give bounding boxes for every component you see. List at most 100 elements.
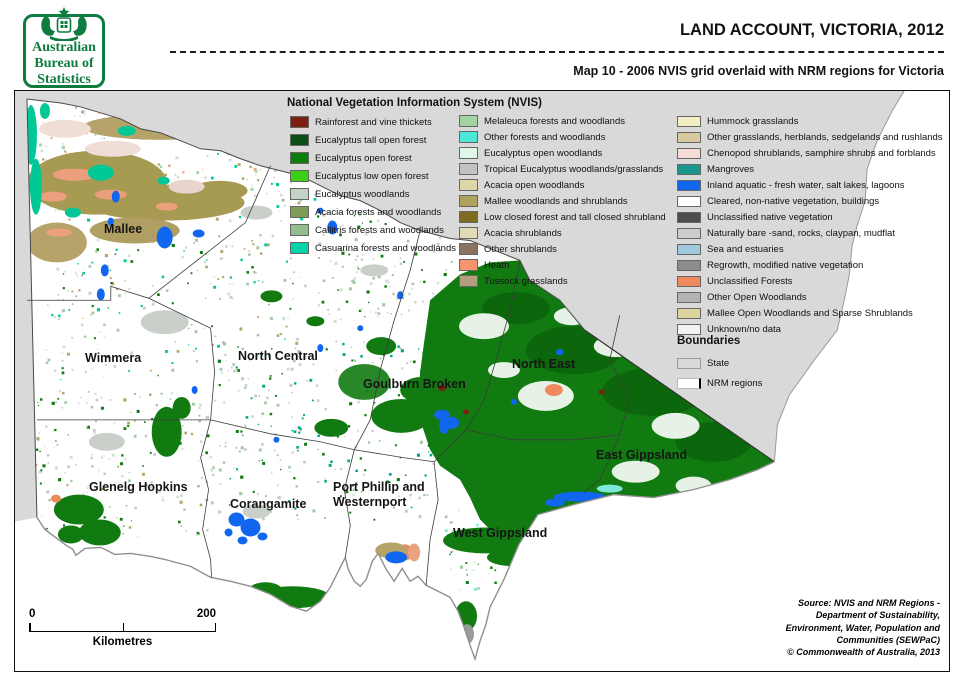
abs-coat-of-arms-icon <box>41 7 87 41</box>
legend-item: Eucalyptus woodlands <box>290 185 456 203</box>
legend-swatch <box>677 147 701 159</box>
legend-swatch <box>677 259 701 271</box>
legend-swatch <box>290 206 309 218</box>
legend-swatch <box>459 259 478 271</box>
scale-bar: 0 200 Kilometres <box>29 608 216 648</box>
legend-swatch <box>290 242 309 254</box>
region-label-west-gippsland: West Gippsland <box>453 526 548 540</box>
legend-item: Eucalyptus low open forest <box>290 167 456 185</box>
legend-column-2: Melaleuca forests and woodlands Other for… <box>459 113 666 289</box>
legend-label: Other Open Woodlands <box>707 291 807 303</box>
legend-label: Mangroves <box>707 163 754 175</box>
legend-label: Naturally bare -sand, rocks, claypan, mu… <box>707 227 895 239</box>
legend-label: Callitris forests and woodlands <box>315 224 444 236</box>
victoria-landmass <box>26 98 775 660</box>
legend-label: Other forests and woodlands <box>484 131 606 143</box>
legend-label: Eucalyptus low open forest <box>315 170 429 182</box>
legend-swatch <box>459 179 478 191</box>
legend-item: Tropical Eucalyptus woodlands/grasslands <box>459 161 666 177</box>
scale-unit-label: Kilometres <box>92 636 153 648</box>
boundaries-legend: Boundaries State NRM regions <box>677 335 762 393</box>
legend-swatch <box>290 116 309 128</box>
sea-area <box>15 91 949 671</box>
sa-border-line <box>26 98 38 518</box>
legend-column-1: Rainforest and vine thickets Eucalyptus t… <box>290 113 456 257</box>
abs-logo-text: Australian Bureau of Statistics <box>32 40 96 87</box>
legend-label: Cleared, non-native vegetation, building… <box>707 195 880 207</box>
legend-label: Chenopod shrublands, samphire shrubs and… <box>707 147 936 159</box>
scale-zero-label: 0 <box>29 608 36 620</box>
legend-swatch <box>290 170 309 182</box>
boundaries-label: NRM regions <box>707 377 763 389</box>
boundaries-item: NRM regions <box>677 373 762 393</box>
legend-swatch <box>459 243 478 255</box>
legend-column-3: Hummock grasslands Other grasslands, herb… <box>677 113 943 337</box>
legend-label: Casuarina forests and woodlands <box>315 242 457 254</box>
legend-label: Unknown/no data <box>707 323 781 335</box>
legend-item: Acacia forests and woodlands <box>290 203 456 221</box>
region-label-north-central: North Central <box>238 349 318 363</box>
legend-item: Low closed forest and tall closed shrubl… <box>459 209 666 225</box>
legend-item: Melaleuca forests and woodlands <box>459 113 666 129</box>
nsw-diagonal-border-line <box>584 329 775 463</box>
legend-label: Eucalyptus woodlands <box>315 188 410 200</box>
legend-label: Acacia shrublands <box>484 227 562 239</box>
legend-label: Acacia forests and woodlands <box>315 206 442 218</box>
legend-label: Unclassified Forests <box>707 275 793 287</box>
legend-item: Regrowth, modified native vegetation <box>677 257 943 273</box>
legend-item: Other Open Woodlands <box>677 289 943 305</box>
region-label-north-east: North East <box>512 357 576 371</box>
boundaries-label: State <box>707 357 730 369</box>
legend-item: Acacia open woodlands <box>459 177 666 193</box>
legend-item: Other grasslands, herblands, sedgelands … <box>677 129 943 145</box>
legend-swatch <box>677 131 701 143</box>
map-panel: National Vegetation Information System (… <box>14 90 950 672</box>
legend-item: Rainforest and vine thickets <box>290 113 456 131</box>
legend-item: Sea and estuaries <box>677 241 943 257</box>
region-label-goulburn-broken: Goulburn Broken <box>363 377 466 391</box>
legend-swatch <box>459 131 478 143</box>
scale-max-label: 200 <box>196 608 216 620</box>
scale-bar-line <box>29 622 216 632</box>
legend-swatch <box>459 115 478 127</box>
legend-label: Hummock grasslands <box>707 115 799 127</box>
legend-item: Unclassified Forests <box>677 273 943 289</box>
legend-swatch <box>677 323 701 335</box>
boundaries-title: Boundaries <box>677 335 741 347</box>
region-label-mallee: Mallee <box>104 222 143 236</box>
legend-label: Sea and estuaries <box>707 243 784 255</box>
legend-swatch <box>677 227 701 239</box>
boundaries-swatch <box>677 357 701 369</box>
legend-swatch <box>677 163 701 175</box>
legend-swatch <box>459 227 478 239</box>
nsw-coastline <box>773 91 905 462</box>
legend-item: Mallee Open Woodlands and Sparse Shrubla… <box>677 305 943 321</box>
legend-swatch <box>290 152 309 164</box>
legend-item: Acacia shrublands <box>459 225 666 241</box>
abs-logo: Australian Bureau of Statistics <box>23 7 105 88</box>
legend-label: Mallee woodlands and shrublands <box>484 195 628 207</box>
legend-swatch <box>290 224 309 236</box>
legend-item: Chenopod shrublands, samphire shrubs and… <box>677 145 943 161</box>
legend-swatch <box>677 243 701 255</box>
legend-label: Heath <box>484 259 510 271</box>
legend-item: Unknown/no data <box>677 321 943 337</box>
legend-swatch <box>459 195 478 207</box>
legend-swatch <box>677 291 701 303</box>
legend-swatch <box>677 179 701 191</box>
legend-label: Acacia open woodlands <box>484 179 585 191</box>
page-title: LAND ACCOUNT, VICTORIA, 2012 <box>679 21 944 39</box>
legend-item: Cleared, non-native vegetation, building… <box>677 193 943 209</box>
victoria-coastline <box>36 461 775 662</box>
source-attribution: Source: NVIS and NRM Regions - Department… <box>785 598 940 658</box>
map-subtitle: Map 10 - 2006 NVIS grid overlaid with NR… <box>573 64 944 78</box>
legend-title: National Vegetation Information System (… <box>287 97 542 109</box>
legend-label: Eucalyptus tall open forest <box>315 134 427 146</box>
legend-label: Tropical Eucalyptus woodlands/grasslands <box>484 163 664 175</box>
legend-swatch <box>459 147 478 159</box>
nrm-region-boundaries <box>26 165 631 586</box>
region-label-wimmera: Wimmera <box>85 351 142 365</box>
legend-label: Eucalyptus open forest <box>315 152 412 164</box>
legend-item: Other forests and woodlands <box>459 129 666 145</box>
legend-swatch <box>459 275 478 287</box>
